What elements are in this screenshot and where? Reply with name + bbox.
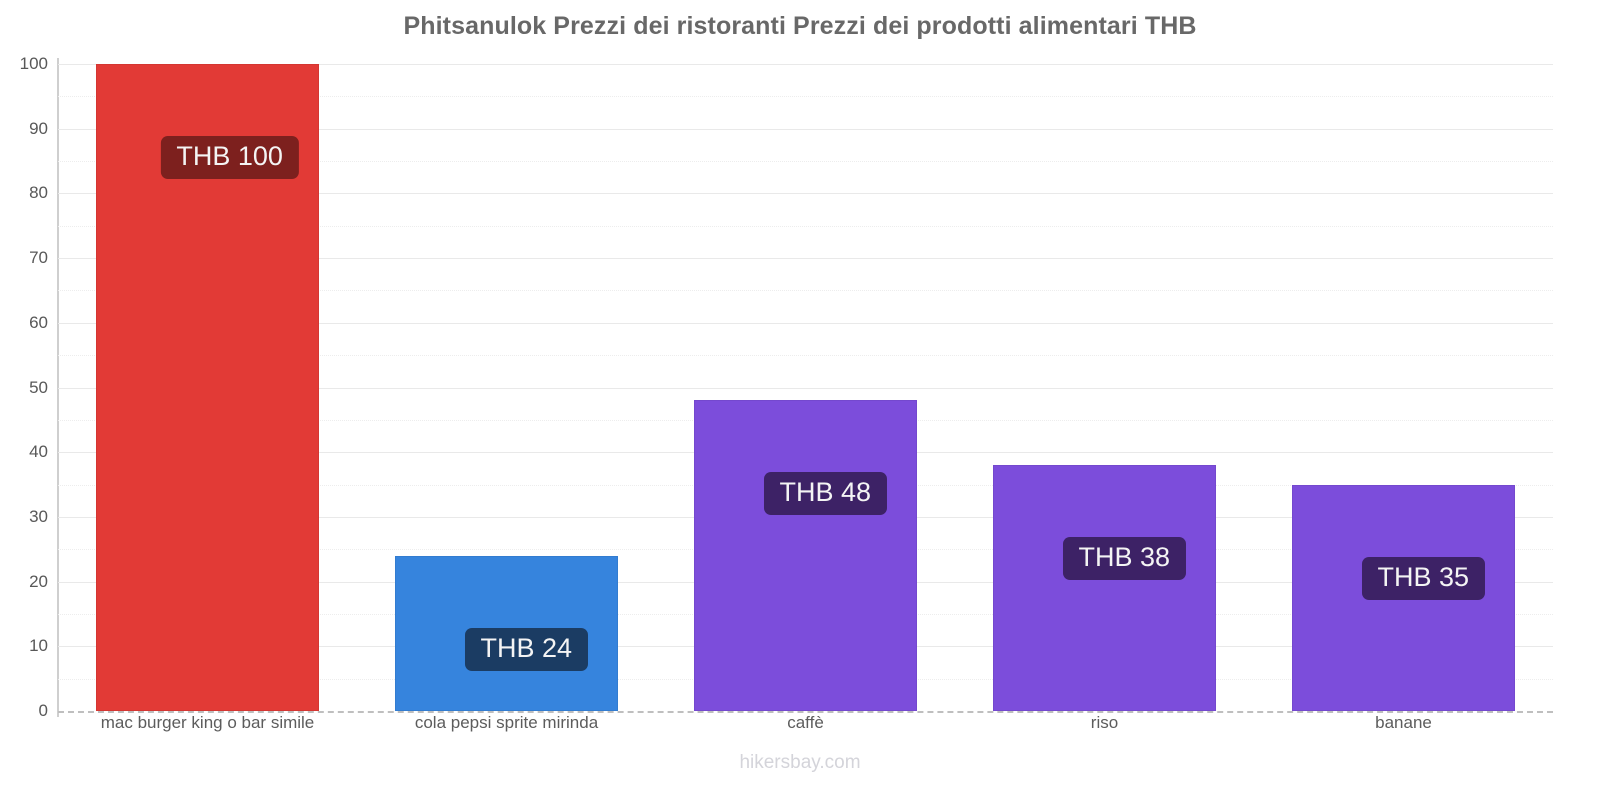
gridline-minor bbox=[58, 355, 1553, 357]
gridline bbox=[58, 128, 1553, 130]
watermark-label: hikersbay.com bbox=[739, 752, 861, 773]
y-axis-tick-label: 50 bbox=[29, 377, 48, 397]
bar-fill bbox=[395, 555, 618, 711]
bar-value-label: THB 38 bbox=[1062, 537, 1187, 581]
bar-fill bbox=[694, 400, 917, 711]
y-axis-tick-label: 100 bbox=[19, 54, 48, 73]
bar[interactable]: THB 100 bbox=[96, 64, 319, 711]
bar[interactable]: THB 24 bbox=[395, 555, 618, 711]
chart-title: Phitsanulok Prezzi dei ristoranti Prezzi… bbox=[403, 12, 1197, 40]
bar-value-label: THB 24 bbox=[464, 627, 589, 671]
y-axis-tick-label: 60 bbox=[29, 312, 48, 332]
gridline bbox=[58, 258, 1553, 260]
bar-fill bbox=[96, 64, 319, 711]
y-axis-tick-label: 70 bbox=[29, 248, 48, 268]
bar-fill bbox=[1292, 484, 1515, 711]
y-axis-tick-label: 40 bbox=[29, 442, 48, 462]
gridline-minor bbox=[58, 290, 1553, 292]
x-axis-category-label: mac burger king o bar simile bbox=[100, 713, 315, 732]
gridline bbox=[58, 387, 1553, 389]
plot-area: THB 100 THB 24 THB 48 THB 38 THB 35 bbox=[58, 64, 1553, 713]
gridline-minor bbox=[58, 225, 1553, 227]
bar-fill bbox=[993, 465, 1216, 711]
x-axis-category-label: caffè bbox=[787, 713, 824, 732]
x-axis-category-label: riso bbox=[1090, 713, 1119, 732]
y-axis-tick-label: 10 bbox=[29, 636, 48, 656]
gridline-minor bbox=[58, 161, 1553, 163]
gridline bbox=[58, 64, 1553, 65]
bar-value-label: THB 48 bbox=[763, 472, 888, 516]
bar-value-label: THB 100 bbox=[160, 136, 299, 179]
y-axis-tick-label: 0 bbox=[38, 701, 48, 720]
y-axis-tick-label: 20 bbox=[29, 571, 48, 591]
y-axis-tick-label: 90 bbox=[29, 118, 48, 138]
bar[interactable]: THB 35 bbox=[1292, 484, 1515, 711]
x-axis-category-label: cola pepsi sprite mirinda bbox=[414, 713, 599, 732]
x-axis-category-label: banane bbox=[1375, 713, 1432, 732]
gridline-minor bbox=[58, 96, 1553, 98]
bar[interactable]: THB 48 bbox=[694, 400, 917, 711]
y-axis-tick-label: 30 bbox=[29, 506, 48, 526]
y-axis-tick-label: 80 bbox=[29, 183, 48, 203]
gridline bbox=[58, 322, 1553, 324]
x-axis-baseline bbox=[58, 711, 1553, 713]
bar[interactable]: THB 38 bbox=[993, 465, 1216, 711]
gridline bbox=[58, 193, 1553, 195]
bar-value-label: THB 35 bbox=[1361, 556, 1486, 600]
